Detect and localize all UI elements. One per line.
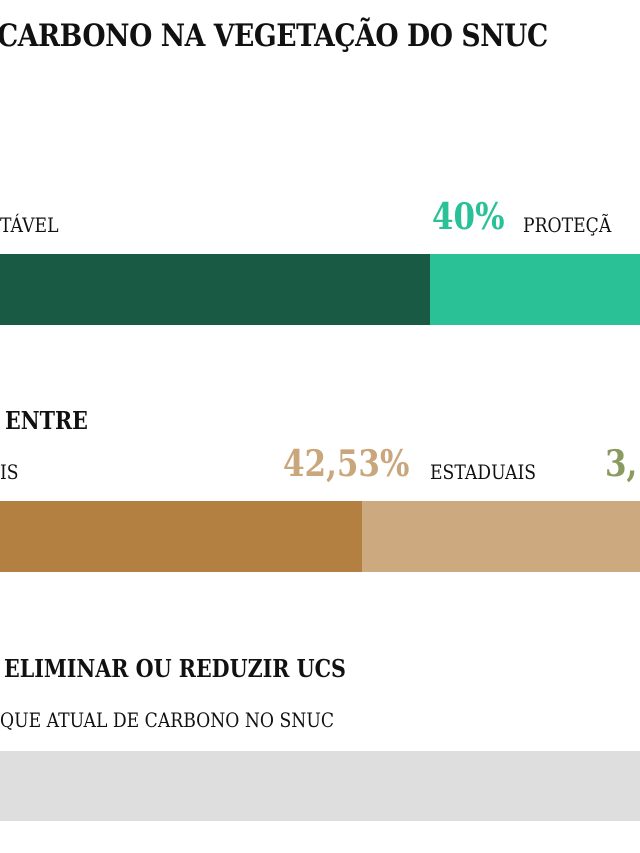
bar-segment-protecao-integral	[430, 254, 640, 325]
label-sustentavel: TÁVEL	[0, 213, 59, 237]
chart-title: CARBONO NA VEGETAÇÃO DO SNUC	[0, 18, 548, 54]
bar-segment-uso-sustentavel	[0, 254, 430, 325]
label-protecao: PROTEÇÃ	[523, 213, 612, 237]
bar-segment-estaduais	[362, 501, 640, 572]
label-estoque-atual: QUE ATUAL DE CARBONO NO SNUC	[0, 708, 334, 732]
section-heading-entre: ENTRE	[5, 406, 88, 435]
bar-estoque-atual	[0, 751, 640, 821]
bar-segment-federais	[0, 501, 362, 572]
value-municipais: 3,	[605, 443, 638, 485]
label-federais: IS	[0, 460, 19, 484]
section-heading-eliminar: ELIMINAR OU REDUZIR UCS	[4, 654, 346, 683]
value-estaduais: 42,53%	[283, 443, 410, 485]
label-estaduais: ESTADUAIS	[430, 460, 537, 484]
value-protecao: 40%	[432, 196, 505, 238]
